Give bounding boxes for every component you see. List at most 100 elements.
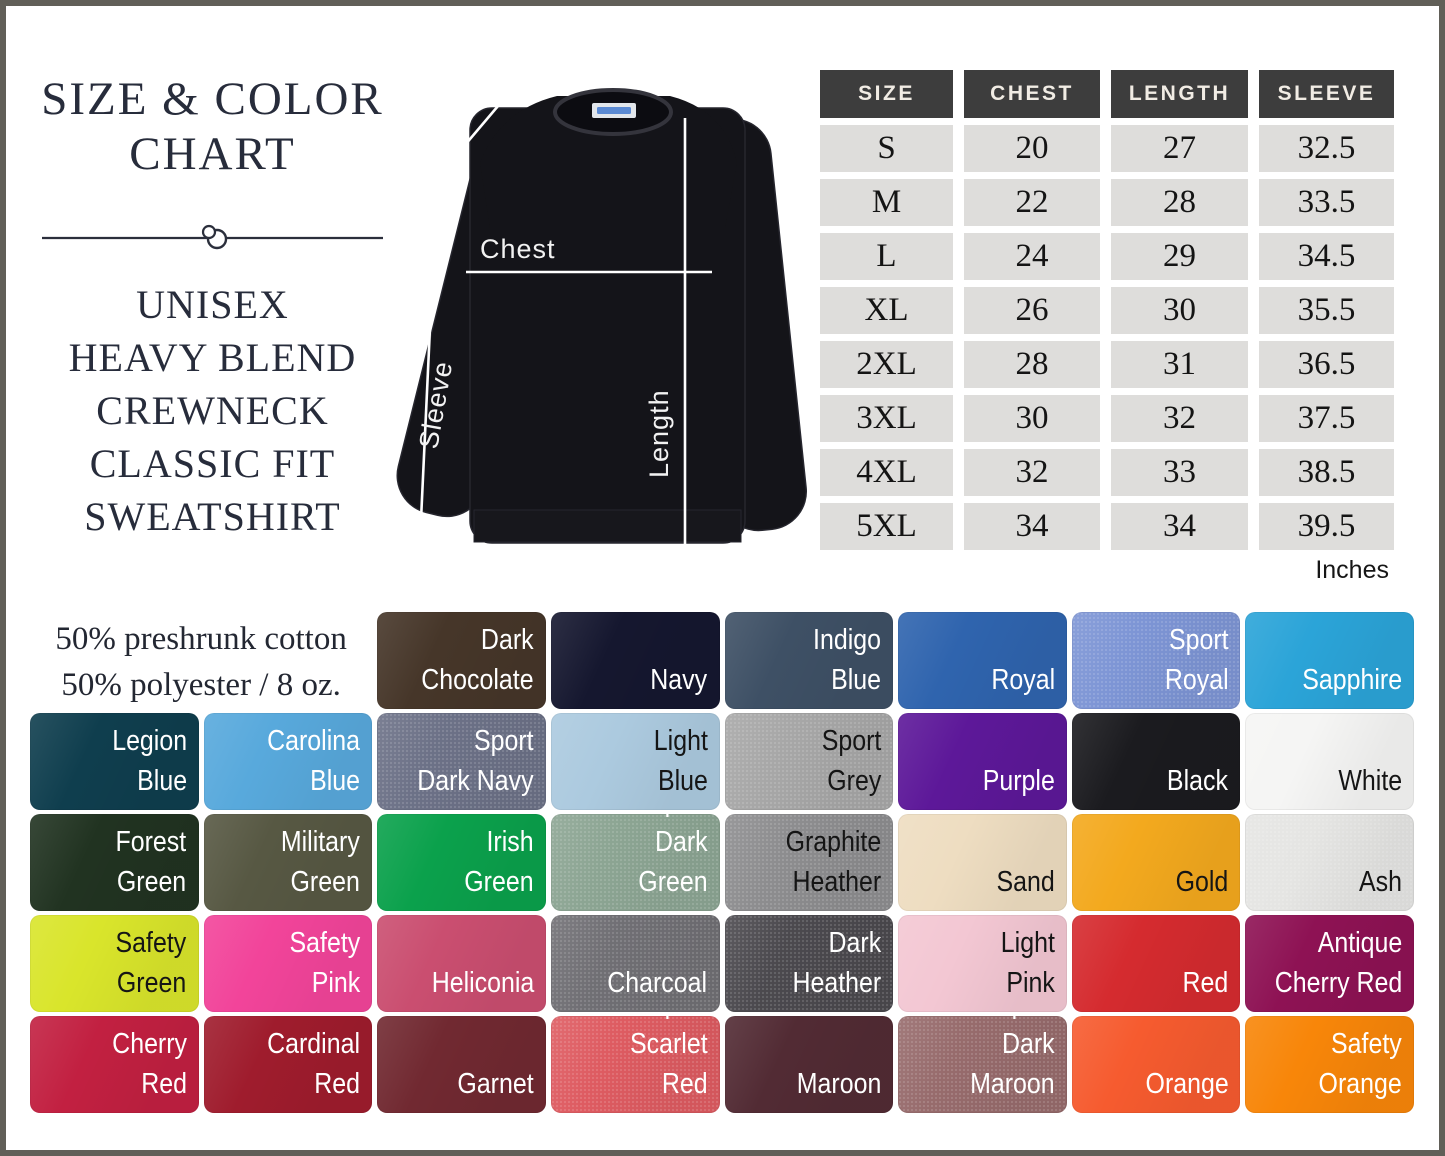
color-swatch-legion-blue: Legion Blue (30, 713, 199, 810)
color-swatch-label: Antique Cherry Red (1274, 927, 1402, 999)
size-table-value-cell: 20 (964, 125, 1100, 172)
subtitle-line: HEAVY BLEND (68, 335, 357, 380)
color-swatch-label: Sapphire (1302, 664, 1402, 696)
sweatshirt-hem (473, 509, 742, 543)
color-swatch-ash: Ash (1245, 814, 1414, 911)
size-table-header-size: SIZE (820, 70, 953, 118)
color-swatch-label: Red (1182, 967, 1229, 999)
color-swatch-label: Heather Sport Dark Maroon (970, 1016, 1055, 1100)
color-swatch-maroon: Maroon (724, 1016, 894, 1113)
size-table-size-cell: 5XL (820, 503, 953, 550)
color-swatch-label: Dark Chocolate (421, 624, 534, 696)
size-table-header-chest: CHEST (964, 70, 1100, 118)
color-swatch-heather-sport-dark-green: Heather Sport Dark Green (551, 814, 720, 911)
size-table-size-cell: 4XL (820, 449, 953, 496)
color-swatch-label: Heather Sport Royal (1140, 612, 1229, 696)
color-swatch-sand: Sand (898, 814, 1067, 911)
color-swatch-sapphire: Sapphire (1245, 612, 1414, 709)
color-swatch-label: Graphite Heather (785, 826, 882, 898)
color-swatch-label: Cardinal Red (267, 1028, 361, 1100)
color-swatch-label: Light Pink (1000, 927, 1055, 999)
product-subtitle: UNISEX HEAVY BLEND CREWNECK CLASSIC FIT … (20, 278, 405, 543)
color-swatch-white: White (1245, 713, 1414, 810)
color-swatch-antique-cherry-red: Antique Cherry Red (1245, 915, 1414, 1012)
subtitle-line: CLASSIC FIT (89, 441, 336, 486)
color-swatch-label: Gold (1175, 866, 1229, 898)
color-swatch-label: Carolina Blue (267, 725, 361, 797)
color-swatch-garnet: Garnet (377, 1016, 546, 1113)
color-swatch-label: Orange (1145, 1068, 1229, 1100)
size-table-unit-note: Inches (1315, 556, 1389, 584)
color-swatch-cherry-red: Cherry Red (30, 1016, 199, 1113)
subtitle-line: UNISEX (136, 282, 289, 327)
color-swatch-label: Forest Green (115, 826, 187, 898)
size-table-size-cell: XL (820, 287, 953, 334)
color-swatch-black: Black (1071, 713, 1241, 810)
color-swatch-label: Safety Green (115, 927, 187, 999)
color-swatch-royal: Royal (898, 612, 1067, 709)
color-swatch-label: Heather Sport Scarlet Red (629, 1016, 708, 1100)
color-swatch-sport-grey: Sport Grey (725, 713, 894, 810)
color-swatch-safety-green: Safety Green (30, 915, 199, 1012)
size-table-value-cell: 39.5 (1259, 503, 1394, 550)
color-swatch-light-blue: Light Blue (550, 713, 720, 810)
size-table-value-cell: 36.5 (1259, 341, 1394, 388)
page-title: SIZE & COLOR CHART (40, 72, 385, 182)
color-swatch-orange: Orange (1071, 1016, 1241, 1113)
size-table-value-cell: 30 (1111, 287, 1248, 334)
color-swatch-gold: Gold (1071, 814, 1241, 911)
size-table-header-length: LENGTH (1111, 70, 1248, 118)
size-table-size-cell: 3XL (820, 395, 953, 442)
color-swatch-heather-sport-dark-maroon: Heather Sport Dark Maroon (898, 1016, 1067, 1113)
size-table-value-cell: 33.5 (1259, 179, 1394, 226)
color-swatch-label: Heliconia (431, 967, 534, 999)
size-table-value-cell: 22 (964, 179, 1100, 226)
color-swatch-dark-chocolate: Dark Chocolate (377, 612, 546, 709)
size-table-value-cell: 32 (964, 449, 1100, 496)
color-swatch-purple: Purple (898, 713, 1067, 810)
chest-label: Chest (480, 234, 556, 264)
color-swatch-red: Red (1071, 915, 1241, 1012)
color-swatch-heliconia: Heliconia (377, 915, 546, 1012)
sweatshirt-diagram: Chest Length Sleeve (396, 88, 808, 553)
color-swatch-label: Irish Green (464, 826, 534, 898)
color-swatch-heather-sport-dark-navy: Heather Sport Dark Navy (377, 713, 546, 810)
size-table-value-cell: 32 (1111, 395, 1248, 442)
color-swatch-dark-heather: Dark Heather (725, 915, 894, 1012)
size-table-size-cell: M (820, 179, 953, 226)
size-table-value-cell: 31 (1111, 341, 1248, 388)
page-title-line1: SIZE & COLOR (41, 73, 384, 125)
size-table-value-cell: 34 (1111, 503, 1248, 550)
fabric-info: 50% preshrunk cotton 50% polyester / 8 o… (30, 612, 372, 709)
size-table: SIZE CHEST LENGTH SLEEVE S 20 27 32.5 M 22 28 33.5 L… (820, 70, 1394, 550)
length-label: Length (644, 389, 674, 478)
color-swatch-label: Light Blue (653, 725, 708, 797)
color-swatch-label: Legion Blue (111, 725, 187, 797)
color-swatch-label: Indigo Blue (813, 624, 882, 696)
color-swatch-label: Safety Pink (289, 927, 361, 999)
color-swatch-label: Safety Orange (1318, 1028, 1402, 1100)
color-swatch-label: Sport Grey (821, 725, 882, 797)
color-swatch-label: Royal (990, 664, 1055, 696)
collar-tag-icon (592, 103, 636, 118)
size-table-value-cell: 35.5 (1259, 287, 1394, 334)
color-swatch-graphite-heather: Graphite Heather (725, 814, 894, 911)
size-table-header-sleeve: SLEEVE (1259, 70, 1394, 118)
color-swatch-heather-sport-scarlet-red: Heather Sport Scarlet Red (551, 1016, 720, 1113)
title-divider (42, 224, 383, 250)
color-swatch-carolina-blue: Carolina Blue (203, 713, 373, 810)
size-table-value-cell: 34.5 (1259, 233, 1394, 280)
color-swatch-charcoal: Charcoal (551, 915, 720, 1012)
color-swatch-light-pink: Light Pink (898, 915, 1067, 1012)
color-swatch-label: Ash (1359, 866, 1402, 898)
size-table-value-cell: 37.5 (1259, 395, 1394, 442)
subtitle-line: SWEATSHIRT (84, 494, 341, 539)
color-swatch-irish-green: Irish Green (377, 814, 546, 911)
color-swatch-label: Military Green (281, 826, 361, 898)
size-table-size-cell: S (820, 125, 953, 172)
color-swatch-label: Navy (650, 664, 708, 696)
size-table-value-cell: 34 (964, 503, 1100, 550)
size-table-value-cell: 33 (1111, 449, 1248, 496)
size-table-value-cell: 30 (964, 395, 1100, 442)
